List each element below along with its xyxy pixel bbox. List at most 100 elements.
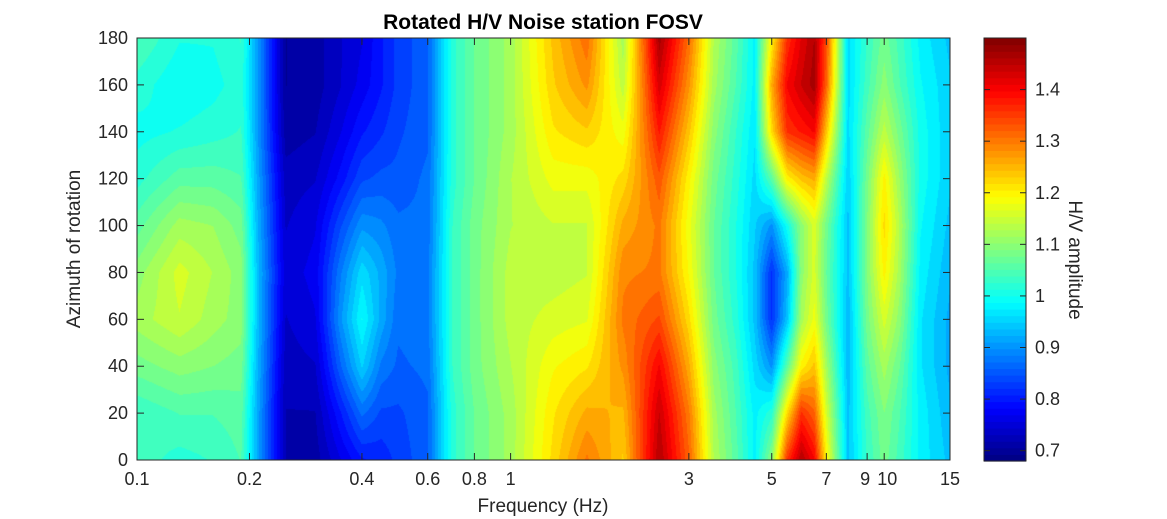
colorbar-segment xyxy=(984,368,1026,376)
colorbar-segment xyxy=(984,328,1026,337)
x-tick-label: 9 xyxy=(860,469,870,489)
colorbar-segment xyxy=(984,388,1026,396)
colorbar-segment xyxy=(984,427,1026,436)
colorbar-frame xyxy=(983,37,1027,462)
colorbar-segment xyxy=(984,110,1026,118)
colorbar-segment xyxy=(984,123,1026,132)
y-tick-label: 140 xyxy=(98,122,128,142)
colorbar-segment xyxy=(984,196,1026,204)
colorbar-tick-label: 1.3 xyxy=(1035,131,1060,151)
x-tick-label: 7 xyxy=(821,469,831,489)
x-tick-label: 0.8 xyxy=(462,469,487,489)
x-tick-label: 1 xyxy=(506,469,516,489)
colorbar-segment xyxy=(984,315,1026,323)
heatmap-image xyxy=(137,38,950,460)
plot-frame xyxy=(136,37,951,461)
colorbar-segment xyxy=(984,156,1026,165)
colorbar-segment xyxy=(984,249,1026,257)
y-tick-label: 40 xyxy=(108,356,128,376)
colorbar-segment xyxy=(984,441,1026,449)
colorbar-segment xyxy=(984,262,1026,270)
colorbar-segment xyxy=(984,71,1026,79)
colorbar-segment xyxy=(984,348,1026,356)
x-tick-label: 5 xyxy=(767,469,777,489)
colorbar-segment xyxy=(984,421,1026,429)
colorbar-tick-label: 0.7 xyxy=(1035,441,1060,461)
colorbar-segment xyxy=(984,170,1026,178)
colorbar-segment xyxy=(984,408,1026,416)
colorbar-segment xyxy=(984,203,1026,211)
colorbar-label: H/V amplitude xyxy=(1064,200,1085,319)
x-tick-label: 0.1 xyxy=(124,469,149,489)
y-tick-label: 180 xyxy=(98,28,128,48)
colorbar-tick-label: 1.2 xyxy=(1035,183,1060,203)
colorbar-segment xyxy=(984,64,1026,72)
colorbar-segment xyxy=(984,414,1026,422)
colorbar-segment xyxy=(984,90,1026,99)
colorbar-segment xyxy=(984,375,1026,383)
colorbar-segment xyxy=(984,117,1026,125)
x-tick-label: 0.2 xyxy=(237,469,262,489)
y-tick-label: 0 xyxy=(118,450,128,470)
colorbar-segment xyxy=(984,342,1026,350)
y-tick-label: 60 xyxy=(108,309,128,329)
x-axis: 0.1 0.2 0.4 0.6 0.8 1 3 5 7 9 10 15 xyxy=(124,38,960,489)
colorbar-segment xyxy=(984,176,1026,185)
y-axis-label: Azimuth of rotation xyxy=(64,170,85,328)
chart-title: Rotated H/V Noise station FOSV xyxy=(383,11,703,34)
colorbar-segment xyxy=(984,183,1026,191)
colorbar-segment xyxy=(984,229,1026,237)
colorbar-tick-label: 0.9 xyxy=(1035,338,1060,358)
colorbar-segment xyxy=(984,216,1026,224)
colorbar-segment xyxy=(984,163,1026,171)
y-tick-label: 20 xyxy=(108,403,128,423)
x-tick-label: 3 xyxy=(684,469,694,489)
colorbar-segment xyxy=(984,130,1026,138)
colorbar-tick-label: 0.8 xyxy=(1035,389,1060,409)
colorbar-segment xyxy=(984,269,1026,277)
colorbar-tick-label: 1 xyxy=(1035,286,1045,306)
colorbar-segment xyxy=(984,44,1026,52)
colorbar-tick-label: 1.1 xyxy=(1035,234,1060,254)
colorbar-segment xyxy=(984,209,1026,218)
y-axis: 0 20 40 60 80 100 120 140 160 180 xyxy=(98,28,950,470)
colorbar-segment xyxy=(984,322,1026,330)
colorbar-segment xyxy=(984,143,1026,151)
colorbar-segment xyxy=(984,434,1026,442)
colorbar-segment xyxy=(984,335,1026,343)
colorbar-segment xyxy=(984,236,1026,244)
x-axis-label: Frequency (Hz) xyxy=(478,496,609,517)
x-tick-label: 0.6 xyxy=(415,469,440,489)
heatmap-plot-area xyxy=(137,38,950,460)
colorbar-segment xyxy=(984,38,1026,46)
y-tick-label: 160 xyxy=(98,75,128,95)
colorbar-segment xyxy=(984,150,1026,158)
x-tick-label: 15 xyxy=(940,469,960,489)
colorbar-segment xyxy=(984,223,1026,231)
colorbar-tick-label: 1.4 xyxy=(1035,80,1060,100)
colorbar-segment xyxy=(984,77,1026,85)
colorbar-segment xyxy=(984,401,1026,409)
colorbar-segment xyxy=(984,104,1026,112)
x-tick-label: 10 xyxy=(877,469,897,489)
colorbar-segment xyxy=(984,394,1026,403)
y-tick-label: 120 xyxy=(98,169,128,189)
y-tick-label: 80 xyxy=(108,262,128,282)
colorbar-segment xyxy=(984,242,1026,251)
colorbar-segment xyxy=(984,295,1026,303)
colorbar-segment xyxy=(984,447,1026,455)
colorbar-segment xyxy=(984,282,1026,290)
colorbar-segment xyxy=(984,84,1026,92)
x-tick-label: 0.4 xyxy=(349,469,374,489)
y-tick-label: 100 xyxy=(98,216,128,236)
colorbar-segment xyxy=(984,289,1026,297)
colorbar-segment xyxy=(984,381,1026,389)
colorbar-segment xyxy=(984,302,1026,310)
colorbar-segment xyxy=(984,361,1026,370)
colorbar-segment xyxy=(984,97,1026,105)
colorbar-segment xyxy=(984,190,1026,198)
colorbar-segment xyxy=(984,51,1026,59)
colorbar-ticks: 0.7 0.8 0.9 1 1.1 1.2 1.3 1.4 xyxy=(984,80,1060,461)
colorbar-segment xyxy=(984,57,1026,66)
